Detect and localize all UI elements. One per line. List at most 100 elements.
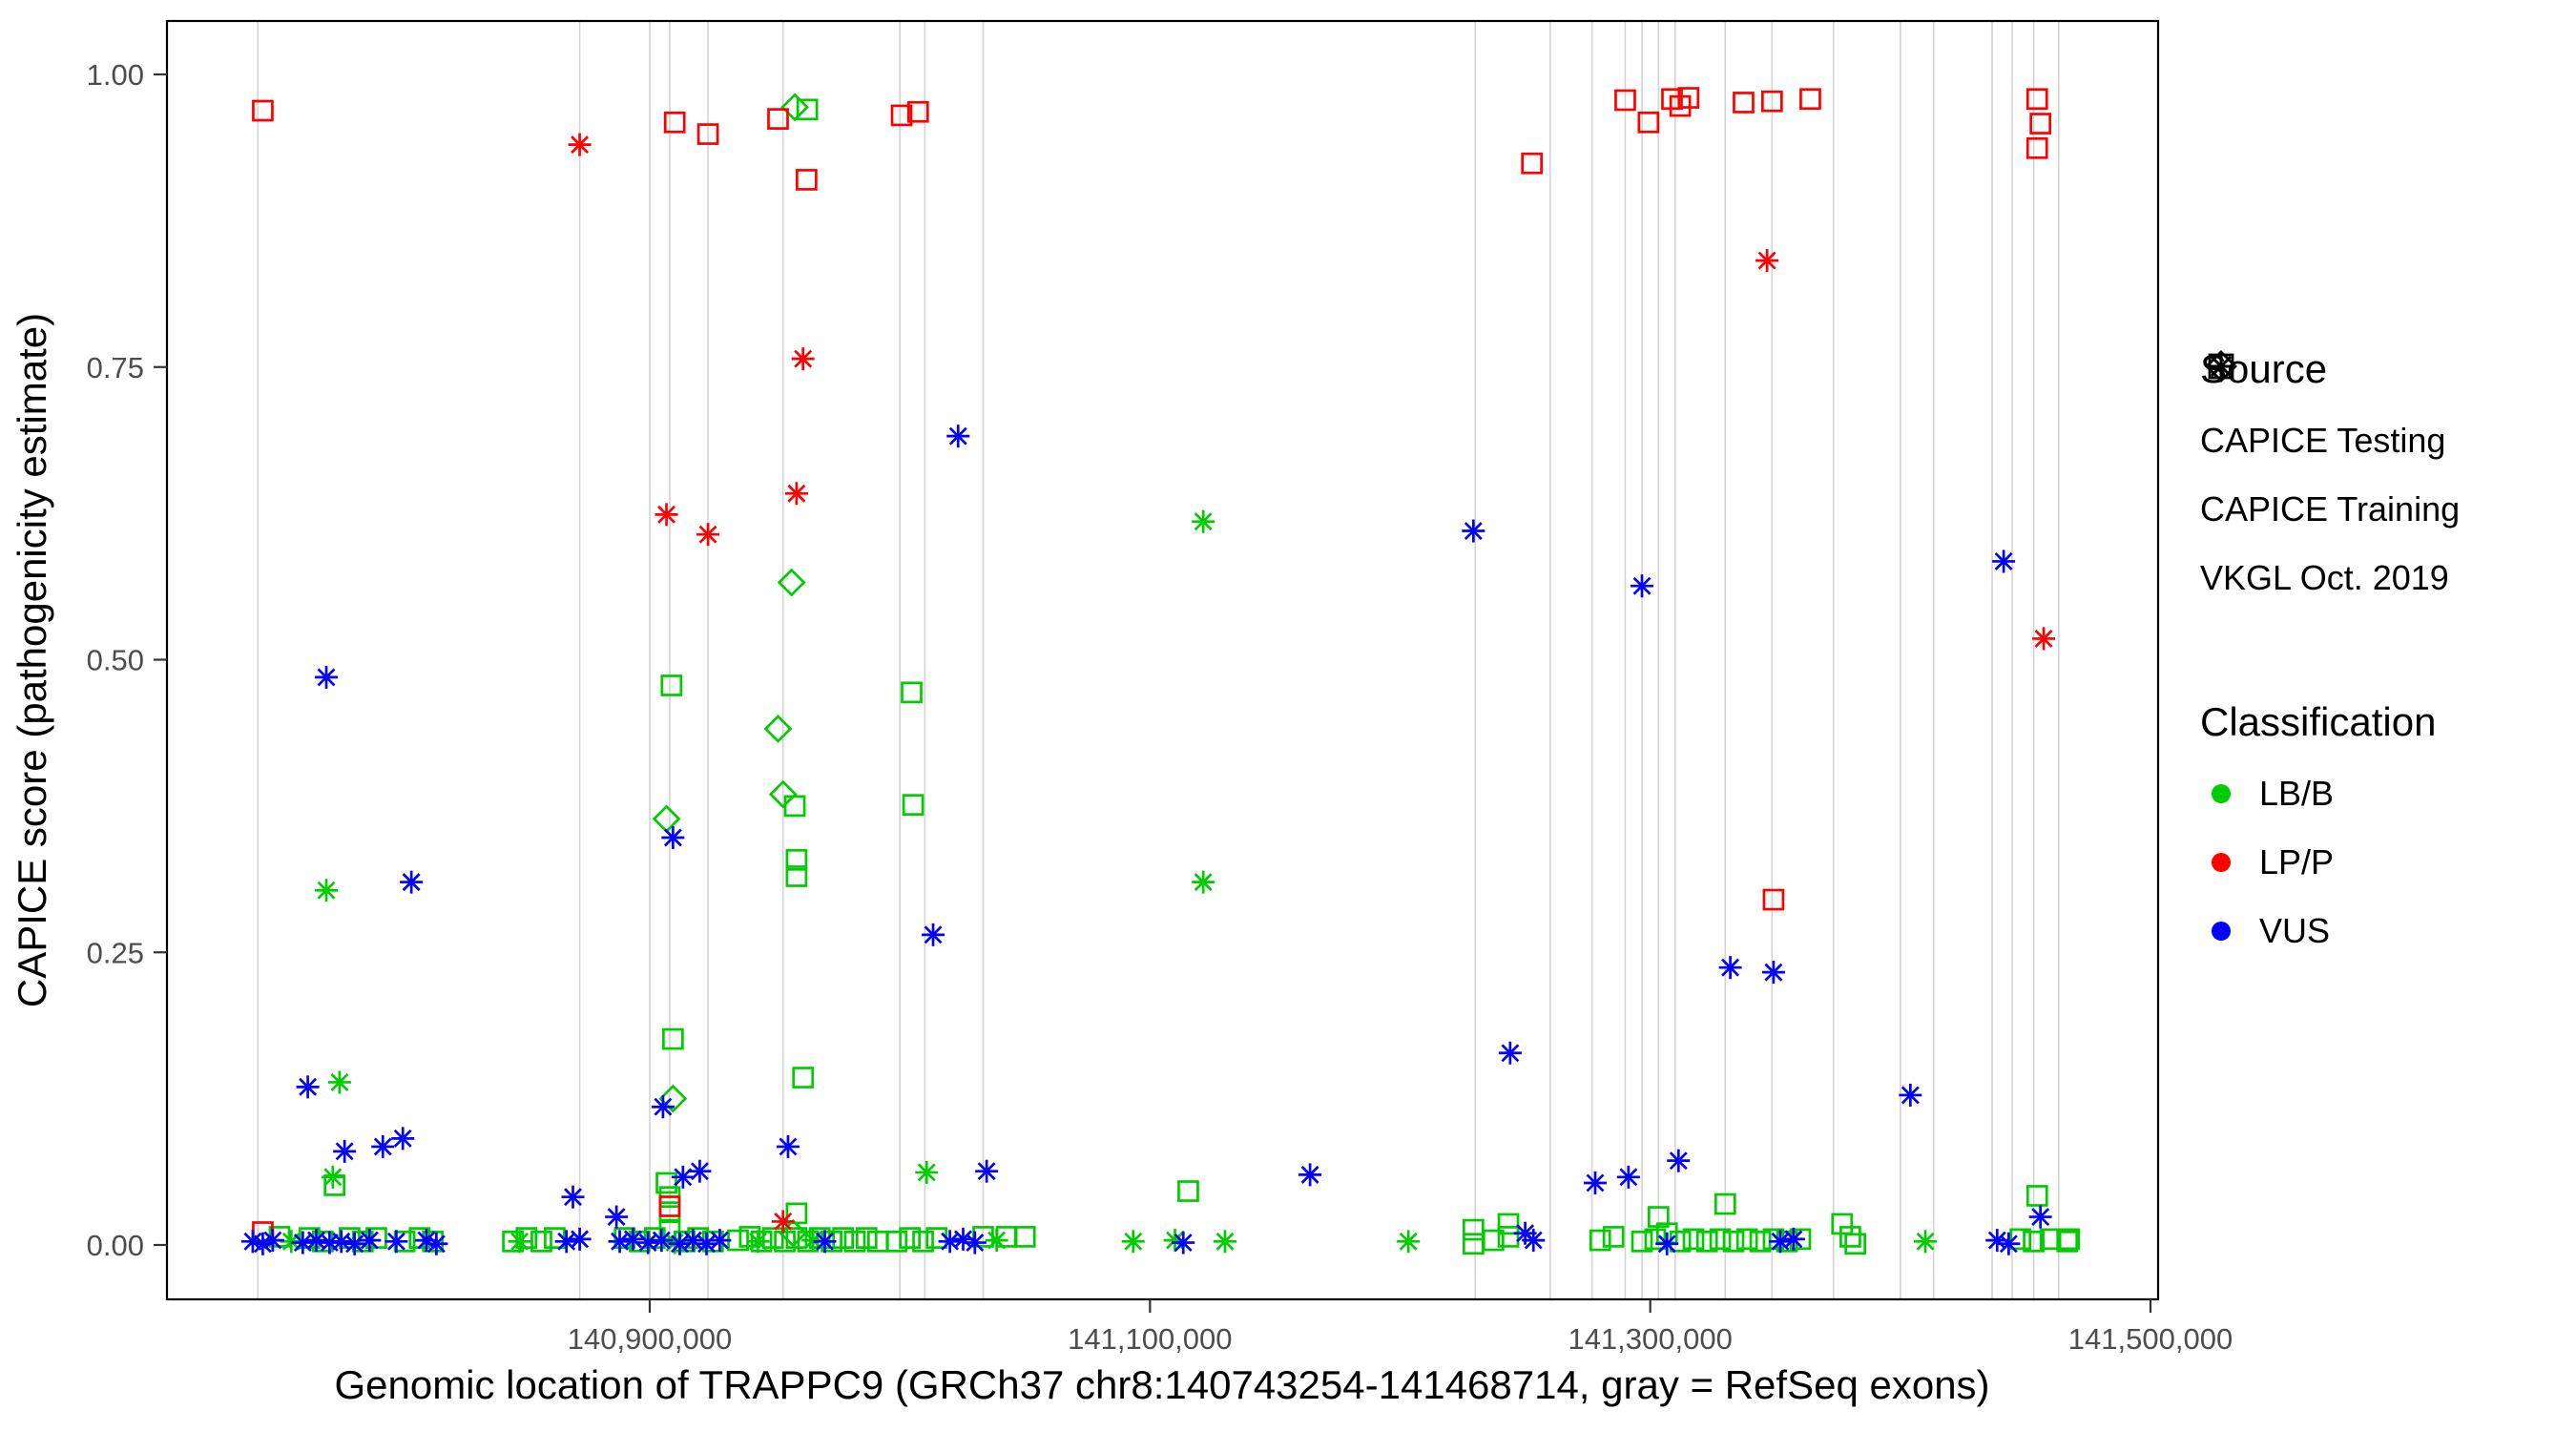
data-point [1192,509,1215,533]
data-point [975,1159,999,1183]
data-point [1497,1226,1520,1248]
data-point [1899,1083,1922,1107]
data-point [985,1229,1008,1253]
y-tick-label: 1.00 [87,58,144,92]
x-tick-label: 141,100,000 [1068,1322,1232,1356]
data-point [768,779,798,809]
data-point [946,425,970,448]
data-point [1839,1226,1861,1248]
data-point [1682,1228,1705,1251]
data-point [791,347,815,371]
data-point [296,1075,320,1099]
data-point [2058,1228,2081,1251]
legend-item-capice-training[interactable]: CAPICE Training [2200,353,2572,544]
data-point [695,1232,718,1255]
data-point [783,795,806,818]
data-point [1695,1230,1718,1253]
data-point [1616,1165,1640,1189]
data-point [767,108,789,130]
data-point [796,98,819,121]
data-point [813,1230,837,1254]
data-point [1522,1229,1546,1253]
data-point [1655,1232,1679,1255]
data-point [1631,1230,1653,1253]
data-point [671,1165,695,1189]
legend-item-vus[interactable]: VUS [2200,897,2572,965]
data-point [1755,249,1779,273]
legend-source-group: Source CAPICE Testing CAPICE Training [2200,345,2572,612]
data-point [761,1227,784,1249]
legend-item-vkgl[interactable]: VKGL Oct. 2019 [2200,353,2572,612]
data-point [252,99,274,122]
data-point [1631,574,1654,598]
data-point [1992,550,2016,573]
data-point [400,870,424,894]
data-point [1172,1231,1195,1255]
data-point [843,1230,866,1253]
data-point [260,1229,284,1253]
data-point [358,1229,382,1253]
data-point [796,169,818,191]
data-point [681,1229,705,1253]
legend-item-lpp[interactable]: LP/P [2200,828,2572,897]
lbb-dot-icon [2212,784,2231,803]
data-point [568,133,592,156]
data-point [384,1230,408,1254]
data-point [1844,1233,1866,1255]
legend-classification-group: Classification LB/B LP/P VUS [2200,698,2572,965]
legend-classification-title: Classification [2200,699,2437,744]
data-point [1583,1171,1607,1194]
data-point [1213,1230,1236,1254]
data-point [901,681,923,704]
data-point [1760,90,1783,113]
data-point [1722,1230,1745,1253]
data-point [321,1165,344,1189]
y-tick-label: 0.50 [87,644,144,677]
data-point [1735,1228,1758,1251]
data-point [2025,136,2048,159]
data-point [568,1227,592,1251]
data-point [1498,1041,1522,1065]
vus-dot-icon [2212,922,2231,941]
data-point [688,1159,712,1183]
lpp-dot-icon [2212,853,2231,872]
x-axis-title: Genomic location of TRAPPC9 (GRCh37 chr8… [334,1362,1989,1407]
x-tick-label: 141,300,000 [1568,1322,1732,1356]
data-point [696,123,719,145]
legend-item-label: VUS [2259,911,2331,950]
data-point [650,1229,674,1253]
data-point [774,1230,796,1253]
data-point [315,665,339,689]
y-axis-title: CAPICE score (pathogenicity estimate) [10,313,54,1007]
legend-item-label: CAPICE Testing [2200,421,2446,460]
data-point [855,1227,878,1249]
legend-item-label: LB/B [2259,774,2335,813]
data-point [832,1227,855,1249]
legend-item-lbb[interactable]: LB/B [2200,759,2572,828]
data-point [2025,88,2048,111]
data-point [1799,88,1821,111]
data-point [1709,1228,1732,1251]
data-point [902,794,924,816]
x-tick-label: 141,500,000 [2068,1322,2233,1356]
data-point [1761,961,1785,985]
data-point [425,1232,448,1255]
data-point [2056,1230,2079,1253]
plot-panel [167,21,2158,1299]
data-point [663,111,686,134]
data-point [890,104,913,127]
data-point [1762,888,1785,911]
data-point [912,1230,934,1253]
data-point [1914,1230,1938,1254]
data-point [1397,1230,1421,1254]
data-point [1521,152,1544,175]
data-point [763,714,793,743]
data-point [785,848,808,871]
legend-item-capice-testing[interactable]: CAPICE Testing [2200,350,2572,475]
data-point [1462,519,1485,543]
data-point [776,1134,800,1158]
legend-item-label: VKGL Oct. 2019 [2200,558,2449,597]
data-point [662,1027,684,1050]
